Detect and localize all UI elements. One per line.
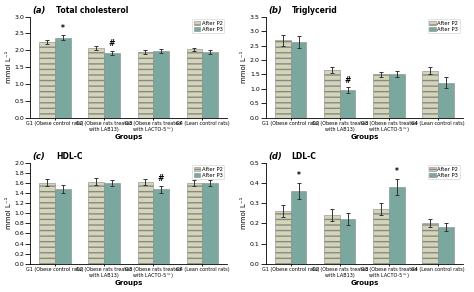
Y-axis label: mmol L⁻¹: mmol L⁻¹ <box>6 197 11 230</box>
Bar <box>438 227 454 264</box>
Bar <box>389 187 405 264</box>
X-axis label: Groups: Groups <box>350 280 379 286</box>
X-axis label: Groups: Groups <box>115 280 143 286</box>
Bar <box>39 42 55 118</box>
Text: Total cholesterol: Total cholesterol <box>56 6 128 15</box>
Text: (c): (c) <box>32 152 45 161</box>
Bar <box>39 183 55 264</box>
Bar <box>153 190 169 264</box>
Bar <box>137 182 153 264</box>
Y-axis label: mmol L⁻¹: mmol L⁻¹ <box>6 51 11 84</box>
Text: LDL-C: LDL-C <box>292 152 317 161</box>
Bar <box>187 49 202 118</box>
Bar <box>340 219 356 264</box>
Text: #: # <box>109 39 115 48</box>
Bar <box>202 183 218 264</box>
Bar <box>104 53 120 118</box>
Bar <box>373 209 389 264</box>
Text: (b): (b) <box>268 6 282 15</box>
X-axis label: Groups: Groups <box>115 134 143 140</box>
Legend: After P2, After P3: After P2, After P3 <box>192 19 224 34</box>
Bar <box>340 90 356 118</box>
Bar <box>422 71 438 118</box>
Bar <box>422 223 438 264</box>
Text: HDL-C: HDL-C <box>56 152 82 161</box>
Text: #: # <box>345 76 351 85</box>
Bar <box>153 51 169 118</box>
Bar <box>324 215 340 264</box>
Legend: After P2, After P3: After P2, After P3 <box>192 165 224 180</box>
Bar <box>275 211 291 264</box>
Text: (a): (a) <box>32 6 46 15</box>
Text: *: * <box>297 171 301 180</box>
Bar <box>187 183 202 264</box>
Bar <box>373 74 389 118</box>
Bar <box>89 48 104 118</box>
Bar <box>324 70 340 118</box>
Text: Triglycerid: Triglycerid <box>292 6 337 15</box>
Y-axis label: mmol L⁻¹: mmol L⁻¹ <box>241 51 247 84</box>
Bar <box>291 191 306 264</box>
Bar <box>55 189 71 264</box>
Bar <box>389 74 405 118</box>
Bar <box>104 183 120 264</box>
Text: *: * <box>395 167 399 176</box>
Text: (d): (d) <box>268 152 282 161</box>
Text: *: * <box>61 24 65 33</box>
Text: #: # <box>158 174 164 183</box>
Bar <box>55 37 71 118</box>
Bar <box>275 40 291 118</box>
Bar <box>89 182 104 264</box>
Legend: After P2, After P3: After P2, After P3 <box>428 165 460 180</box>
Bar <box>291 42 306 118</box>
Bar <box>202 52 218 118</box>
Bar <box>438 83 454 118</box>
X-axis label: Groups: Groups <box>350 134 379 140</box>
Y-axis label: mmol L⁻¹: mmol L⁻¹ <box>241 197 247 230</box>
Bar <box>137 52 153 118</box>
Legend: After P2, After P3: After P2, After P3 <box>428 19 460 34</box>
